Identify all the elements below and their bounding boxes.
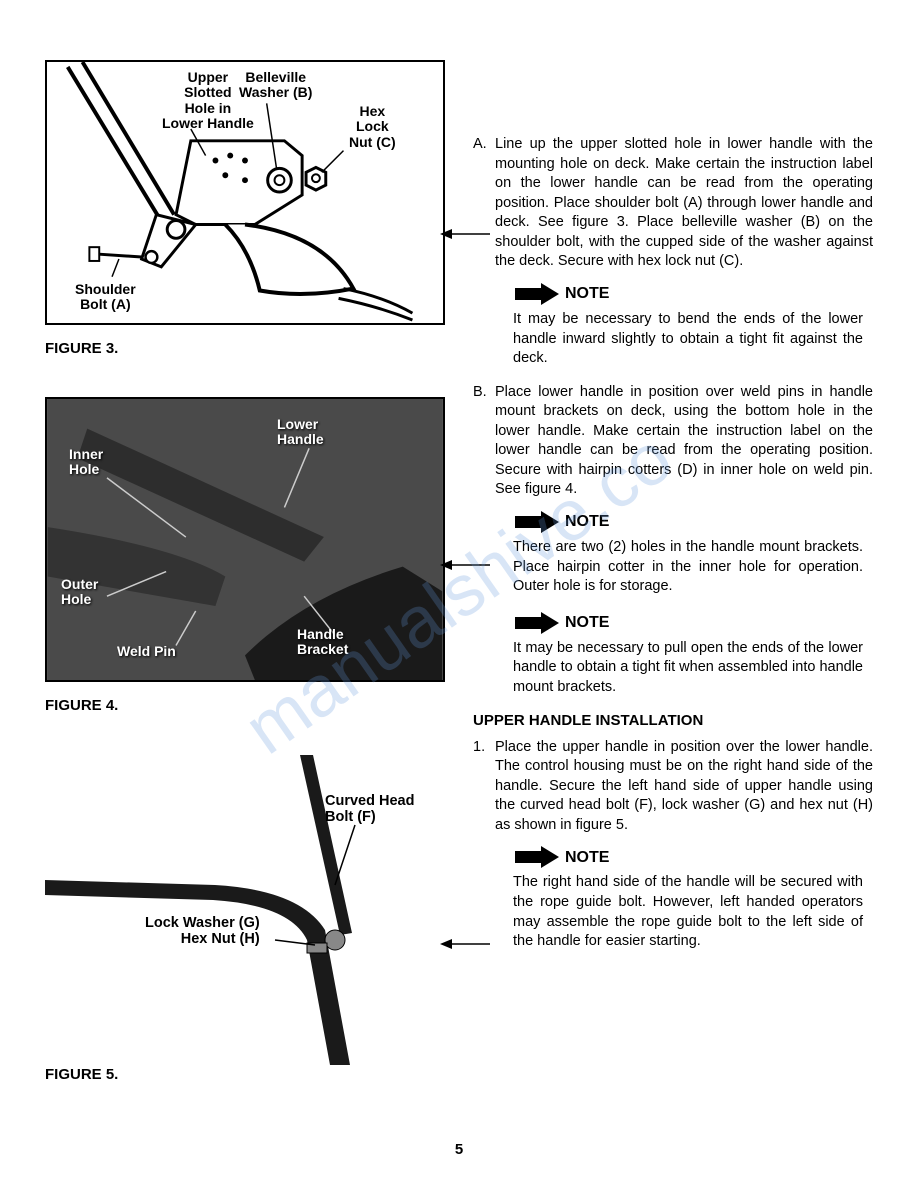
note-2-label: NOTE [565, 511, 609, 533]
figure-5-box: Curved HeadBolt (F) Lock Washer (G)Hex N… [45, 755, 445, 1065]
fig4-label-outer-hole: OuterHole [61, 577, 98, 606]
note-arrow-icon [513, 282, 561, 306]
fig5-label-curved-head: Curved HeadBolt (F) [325, 793, 414, 826]
instruction-a: A. Line up the upper slotted hole in low… [473, 135, 873, 272]
note-1-text: It may be necessary to bend the ends of … [513, 310, 873, 369]
instruction-b: B. Place lower handle in position over w… [473, 383, 873, 500]
page-number: 5 [455, 1140, 463, 1160]
note-4-text: The right hand side of the handle will b… [513, 873, 873, 951]
note-3: NOTE It may be necessary to pull open th… [513, 611, 873, 698]
fig4-photo-svg [47, 399, 443, 680]
note-3-label: NOTE [565, 612, 609, 634]
note-1: NOTE It may be necessary to bend the end… [513, 282, 873, 369]
note-3-text: It may be necessary to pull open the end… [513, 639, 873, 698]
instruction-b-text: Place lower handle in position over weld… [495, 383, 873, 500]
instruction-a-letter: A. [473, 135, 495, 272]
figure-3-box: UpperSlottedHole inLower Handle Bellevil… [45, 60, 445, 325]
fig3-diagram-svg [47, 62, 443, 323]
figure-3-caption: FIGURE 3. [45, 339, 445, 359]
instruction-b-letter: B. [473, 383, 495, 500]
note-4-label: NOTE [565, 847, 609, 869]
note-arrow-icon [513, 845, 561, 869]
fig4-label-weld-pin: Weld Pin [117, 644, 176, 659]
upper-handle-heading: UPPER HANDLE INSTALLATION [473, 711, 873, 731]
figure-4-box: InnerHole LowerHandle OuterHole Weld Pin… [45, 397, 445, 682]
fig5-label-lock-washer: Lock Washer (G)Hex Nut (H) [145, 915, 260, 948]
note-4: NOTE The right hand side of the handle w… [513, 845, 873, 951]
instruction-a-text: Line up the upper slotted hole in lower … [495, 135, 873, 272]
ref-arrow-fig5 [440, 936, 490, 952]
fig4-label-lower-handle: LowerHandle [277, 417, 324, 446]
ref-arrow-fig4 [440, 557, 490, 573]
fig4-label-handle-bracket: HandleBracket [297, 627, 348, 656]
note-arrow-icon [513, 611, 561, 635]
figure-5-caption: FIGURE 5. [45, 1065, 445, 1085]
left-column: UpperSlottedHole inLower Handle Bellevil… [45, 60, 445, 1085]
fig4-label-inner-hole: InnerHole [69, 447, 103, 476]
instruction-1: 1. Place the upper handle in position ov… [473, 738, 873, 836]
figure-4-caption: FIGURE 4. [45, 696, 445, 716]
instruction-1-letter: 1. [473, 738, 495, 836]
instruction-1-text: Place the upper handle in position over … [495, 738, 873, 836]
right-column: A. Line up the upper slotted hole in low… [473, 60, 873, 1085]
ref-arrow-fig3 [440, 226, 490, 242]
note-1-label: NOTE [565, 283, 609, 305]
note-2-text: There are two (2) holes in the handle mo… [513, 538, 873, 597]
note-2: NOTE There are two (2) holes in the hand… [513, 510, 873, 597]
note-arrow-icon [513, 510, 561, 534]
